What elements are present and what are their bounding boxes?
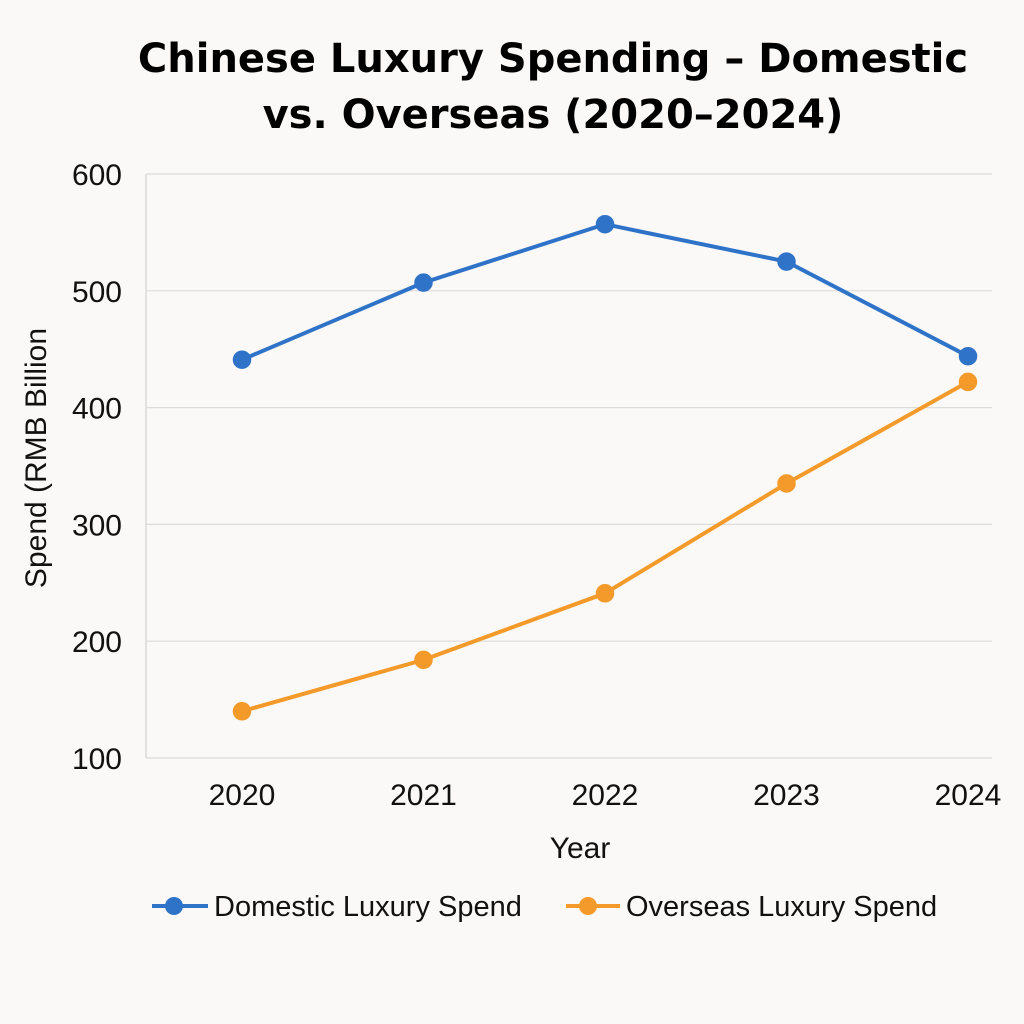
data-point-domestic-2021[interactable]: [414, 273, 433, 292]
x-tick-label-2024: 2024: [935, 779, 1002, 812]
series-line-overseas: [240, 379, 970, 714]
x-tick-label-2022: 2022: [572, 779, 639, 812]
gridlines: [145, 173, 992, 759]
series-overseas: [232, 372, 978, 721]
legend: Domestic Luxury Spend Overseas Luxury Sp…: [152, 891, 937, 923]
legend-item-domestic[interactable]: Domestic Luxury Spend: [152, 891, 522, 923]
data-point-domestic-2020[interactable]: [232, 350, 252, 369]
legend-item-overseas[interactable]: Overseas Luxury Spend: [566, 891, 937, 923]
y-tick-label-100: 100: [72, 743, 122, 776]
x-axis-tick-labels: 2020 2021 2022 2023 2024: [209, 779, 1002, 812]
legend-label-overseas: Overseas Luxury Spend: [626, 891, 937, 923]
x-tick-label-2020: 2020: [209, 779, 276, 812]
y-tick-label-300: 300: [72, 509, 122, 542]
y-tick-label-500: 500: [72, 276, 122, 309]
x-tick-label-2021: 2021: [390, 779, 457, 812]
data-point-overseas-2020[interactable]: [232, 702, 252, 721]
data-point-domestic-2023[interactable]: [777, 252, 796, 271]
data-point-overseas-2022[interactable]: [595, 584, 615, 603]
y-tick-label-600: 600: [72, 159, 122, 192]
y-axis-tick-labels: 100 200 300 400 500 600: [72, 159, 122, 776]
chart-title-line-2: vs. Overseas (2020–2024): [263, 92, 844, 138]
x-tick-label-2023: 2023: [753, 779, 820, 812]
legend-label-domestic: Domestic Luxury Spend: [214, 891, 522, 923]
chart-series: [232, 214, 978, 721]
data-point-overseas-2024[interactable]: [958, 372, 978, 392]
y-tick-label-200: 200: [72, 626, 122, 659]
legend-marker-domestic: [165, 897, 183, 915]
series-line-domestic: [240, 222, 970, 362]
chart-title: Chinese Luxury Spending – Domestic vs. O…: [138, 36, 968, 138]
series-domestic: [232, 214, 978, 369]
data-point-overseas-2021[interactable]: [414, 650, 433, 670]
y-axis-label: Spend (RMB Billion: [20, 328, 53, 588]
data-point-domestic-2022[interactable]: [595, 214, 615, 234]
data-point-domestic-2024[interactable]: [958, 346, 978, 366]
x-axis-label: Year: [550, 832, 611, 865]
y-tick-label-400: 400: [72, 393, 122, 426]
legend-marker-overseas: [579, 897, 597, 915]
data-point-overseas-2023[interactable]: [777, 474, 796, 493]
chart-title-line-1: Chinese Luxury Spending – Domestic: [138, 36, 968, 82]
